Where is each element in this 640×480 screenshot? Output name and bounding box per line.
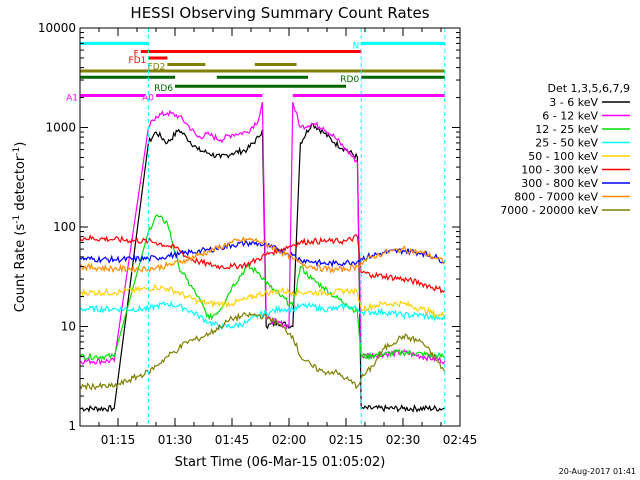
flag-bar-label: RD6 [154,84,173,94]
legend-entry-label: 6 - 12 keV [542,110,598,123]
x-tick-label: 01:45 [215,433,250,447]
flag-bar-label: FD1 [129,56,147,66]
legend-entry-label: 50 - 100 keV [528,150,598,163]
legend-entry-label: 12 - 25 keV [535,123,598,136]
legend-entry-label: 300 - 800 keV [521,177,598,190]
series-line [79,300,446,331]
series-line [79,311,446,391]
y-axis-label: Count Rate (s-1 detector-1) [12,142,28,313]
flag-bar-label: FD2 [148,62,166,72]
y-axis: 1 10 100 1000 10000 [38,21,460,433]
x-tick-label: 02:45 [443,433,478,447]
series-group [79,101,446,413]
chart-title: HESSI Observing Summary Count Rates [130,4,429,22]
series-line [79,234,446,294]
legend-entry-label: 100 - 300 keV [521,164,598,177]
flag-bars: NFFD1FD2RD0RD6A1A0 [66,41,445,103]
y-tick-label: 100 [53,220,76,234]
series-line [79,214,445,361]
y-axis-label-sup: -1 [12,215,22,224]
series-line [80,283,446,319]
y-axis-label-part: detector [13,155,28,215]
y-tick-label: 1000 [45,121,76,135]
y-tick-label: 10000 [38,21,76,35]
footer-timestamp: 20-Aug-2017 01:41 [559,467,636,476]
x-tick-label: 02:30 [386,433,421,447]
x-tick-label: 01:15 [101,433,136,447]
flag-bar-label: RD0 [340,75,359,85]
legend-title: Det 1,3,5,6,7,9 [547,82,630,95]
legend-entry-label: 25 - 50 keV [535,137,598,150]
x-tick-label: 01:30 [158,433,193,447]
y-tick-label: 1 [68,419,76,433]
y-axis-label-part: ) [13,142,28,147]
y-axis-label-part: Count Rate (s [13,224,28,313]
saa-vertical-lines [147,28,446,426]
x-tick-label: 02:15 [329,433,364,447]
x-axis-label: Start Time (06-Mar-15 01:05:02) [175,455,386,470]
series-line [80,122,445,413]
flag-bar-label: A1 [66,93,78,103]
flag-bar-label: F [134,50,139,60]
legend-entry-label: 3 - 6 keV [549,96,598,109]
y-axis-label-sup: -1 [12,147,22,156]
y-tick-label: 10 [61,320,76,334]
x-axis: 01:15 01:30 01:45 02:00 02:15 02:30 02:45 [98,28,478,447]
legend-entry-label: 800 - 7000 keV [514,191,598,204]
series-line [79,235,446,275]
x-tick-label: 02:00 [272,433,307,447]
flag-bar-label: N [352,41,359,51]
legend-entry-label: 7000 - 20000 keV [500,204,598,217]
